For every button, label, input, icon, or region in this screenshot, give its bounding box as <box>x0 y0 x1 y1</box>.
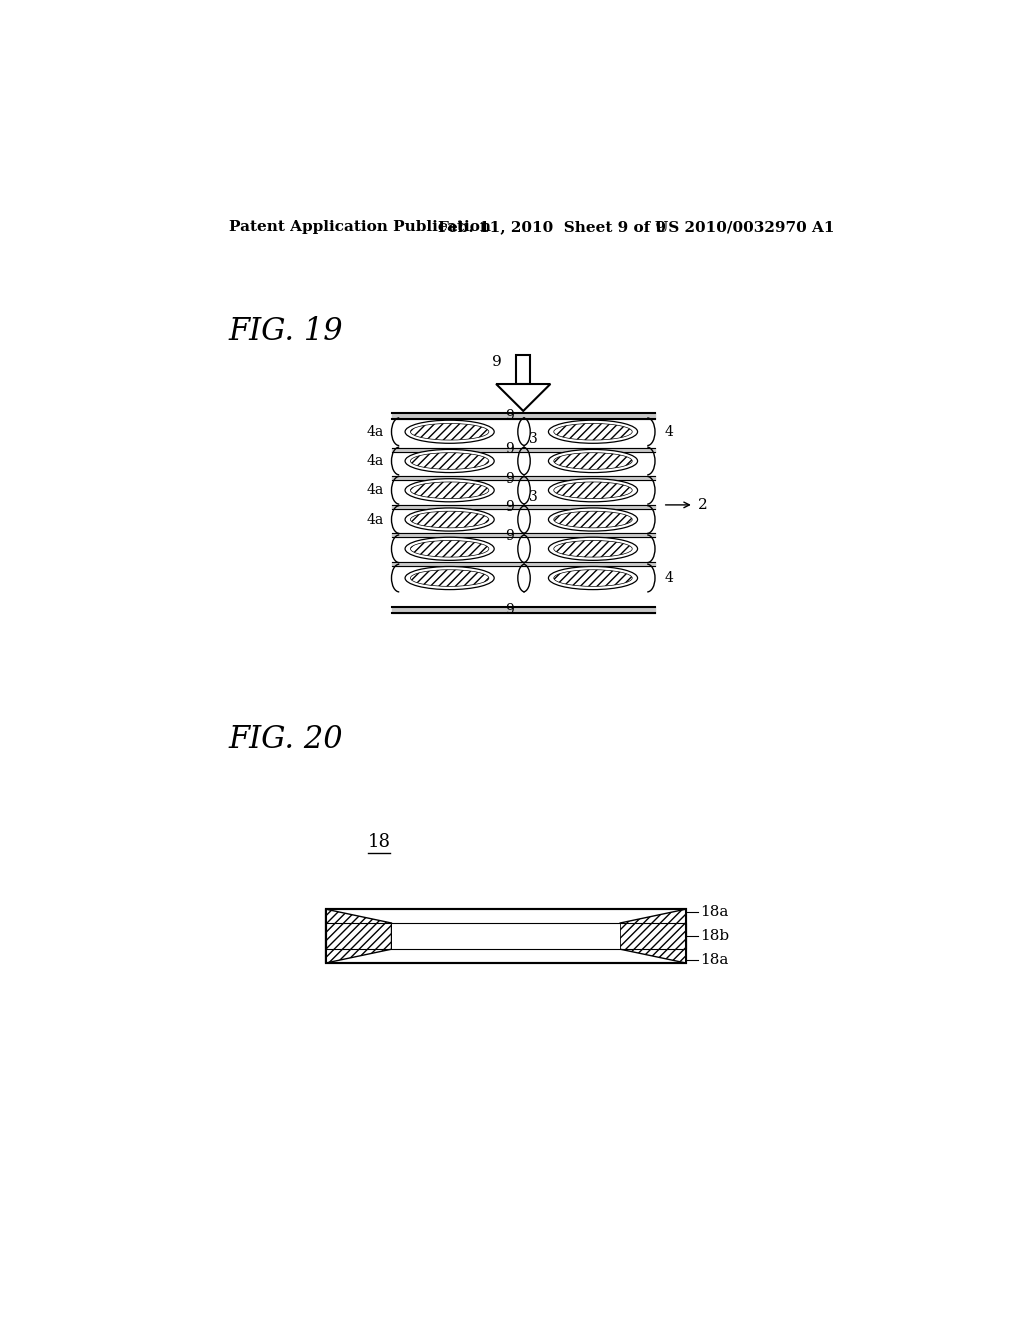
Bar <box>326 909 686 964</box>
Text: FIG. 19: FIG. 19 <box>228 317 343 347</box>
Text: 18: 18 <box>369 833 391 851</box>
Text: 9: 9 <box>505 500 514 515</box>
Bar <box>326 909 686 964</box>
Ellipse shape <box>406 479 495 502</box>
Ellipse shape <box>554 570 632 586</box>
Ellipse shape <box>549 420 638 444</box>
Text: 3: 3 <box>529 490 539 504</box>
Text: 3: 3 <box>529 432 539 446</box>
Text: 9: 9 <box>505 529 514 543</box>
Text: Feb. 11, 2010  Sheet 9 of 9: Feb. 11, 2010 Sheet 9 of 9 <box>438 220 667 234</box>
Text: 9: 9 <box>505 471 514 486</box>
Text: FIG. 20: FIG. 20 <box>228 725 343 755</box>
Ellipse shape <box>554 453 632 470</box>
Text: 9: 9 <box>505 603 514 616</box>
Text: 4a: 4a <box>367 425 384 438</box>
Ellipse shape <box>549 449 638 473</box>
Text: 4: 4 <box>665 425 673 438</box>
Text: 18a: 18a <box>700 953 728 968</box>
Text: 4a: 4a <box>367 454 384 469</box>
Text: 9: 9 <box>505 442 514 457</box>
Ellipse shape <box>406 537 495 561</box>
Polygon shape <box>621 909 686 964</box>
Ellipse shape <box>406 566 495 590</box>
Ellipse shape <box>406 420 495 444</box>
Text: 18b: 18b <box>700 929 729 942</box>
Ellipse shape <box>411 540 488 557</box>
Text: 4: 4 <box>665 572 673 585</box>
Ellipse shape <box>411 511 488 528</box>
Text: 2: 2 <box>697 498 708 512</box>
Polygon shape <box>496 384 550 411</box>
Ellipse shape <box>411 570 488 586</box>
Ellipse shape <box>406 449 495 473</box>
Text: Patent Application Publication: Patent Application Publication <box>228 220 490 234</box>
Ellipse shape <box>554 540 632 557</box>
Polygon shape <box>326 909 391 964</box>
Text: 4a: 4a <box>367 512 384 527</box>
Bar <box>326 923 686 949</box>
Bar <box>516 355 530 384</box>
Ellipse shape <box>411 482 488 499</box>
Text: 4a: 4a <box>367 483 384 498</box>
Ellipse shape <box>554 511 632 528</box>
Ellipse shape <box>411 453 488 470</box>
Ellipse shape <box>549 479 638 502</box>
Ellipse shape <box>549 566 638 590</box>
Ellipse shape <box>549 508 638 531</box>
Text: 9: 9 <box>505 409 514 422</box>
Text: 18a: 18a <box>700 906 728 919</box>
Text: 9: 9 <box>492 355 502 370</box>
Text: US 2010/0032970 A1: US 2010/0032970 A1 <box>655 220 835 234</box>
Bar <box>391 923 621 949</box>
Ellipse shape <box>406 508 495 531</box>
Ellipse shape <box>411 424 488 440</box>
Ellipse shape <box>549 537 638 561</box>
Ellipse shape <box>554 424 632 440</box>
Ellipse shape <box>554 482 632 499</box>
